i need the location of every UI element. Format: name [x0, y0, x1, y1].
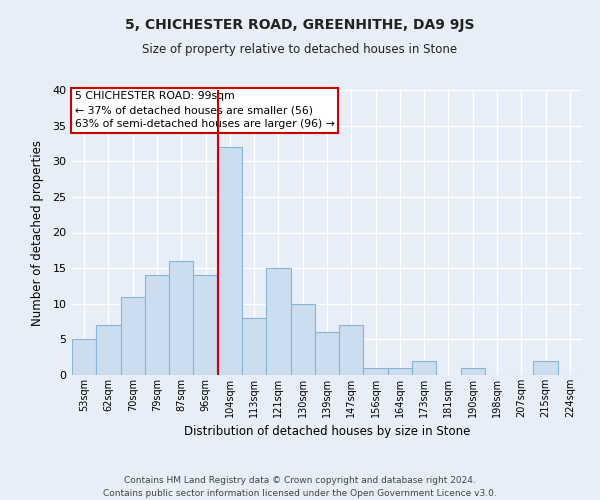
Bar	[266, 268, 290, 375]
Bar	[533, 361, 558, 375]
Bar	[290, 304, 315, 375]
Bar	[412, 361, 436, 375]
Bar	[388, 368, 412, 375]
Text: Contains HM Land Registry data © Crown copyright and database right 2024.: Contains HM Land Registry data © Crown c…	[124, 476, 476, 485]
Text: Size of property relative to detached houses in Stone: Size of property relative to detached ho…	[142, 42, 458, 56]
Y-axis label: Number of detached properties: Number of detached properties	[31, 140, 44, 326]
Bar	[145, 275, 169, 375]
Bar	[315, 332, 339, 375]
Bar	[218, 147, 242, 375]
Text: 5 CHICHESTER ROAD: 99sqm
← 37% of detached houses are smaller (56)
63% of semi-d: 5 CHICHESTER ROAD: 99sqm ← 37% of detach…	[74, 92, 334, 130]
Bar	[169, 261, 193, 375]
Bar	[121, 296, 145, 375]
Bar	[364, 368, 388, 375]
Bar	[242, 318, 266, 375]
Text: 5, CHICHESTER ROAD, GREENHITHE, DA9 9JS: 5, CHICHESTER ROAD, GREENHITHE, DA9 9JS	[125, 18, 475, 32]
X-axis label: Distribution of detached houses by size in Stone: Distribution of detached houses by size …	[184, 426, 470, 438]
Bar	[339, 325, 364, 375]
Bar	[72, 340, 96, 375]
Text: Contains public sector information licensed under the Open Government Licence v3: Contains public sector information licen…	[103, 489, 497, 498]
Bar	[96, 325, 121, 375]
Bar	[461, 368, 485, 375]
Bar	[193, 275, 218, 375]
